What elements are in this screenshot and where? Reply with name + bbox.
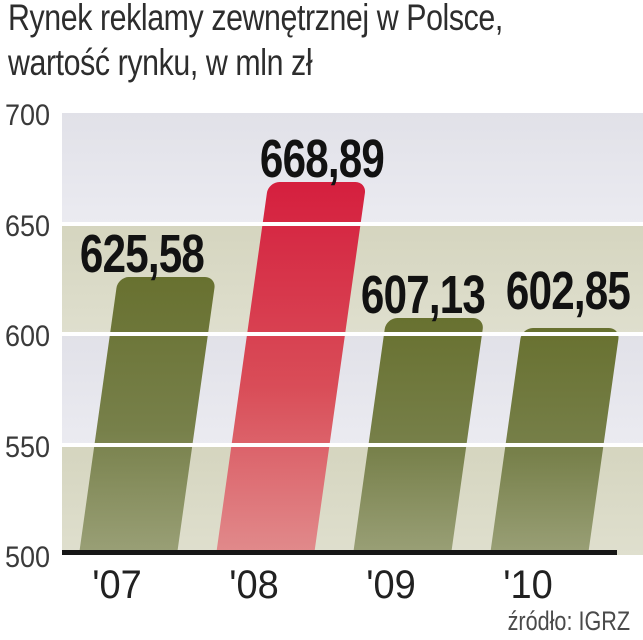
- value-label: 602,85: [505, 260, 631, 321]
- x-axis-label: '07: [92, 563, 142, 607]
- value-label: 625,58: [79, 224, 205, 285]
- chart-title: Rynek reklamy zewnętrznej w Polsce, wart…: [8, 0, 503, 85]
- plot-area: 625,58 668,89 607,13 602,85: [62, 113, 643, 555]
- source-credit: źródło: IGRZ: [507, 606, 630, 636]
- y-axis-label: 700: [5, 99, 51, 132]
- y-axis-label: 600: [5, 320, 51, 353]
- x-axis-label: '09: [366, 563, 416, 607]
- value-label: 668,89: [260, 128, 385, 189]
- y-axis-label: 500: [5, 541, 51, 574]
- x-axis-label: '08: [229, 563, 279, 607]
- chart-title-line1: Rynek reklamy zewnętrznej w Polsce,: [8, 0, 503, 38]
- x-axis-label: '10: [503, 563, 553, 607]
- x-axis-line: [62, 550, 617, 555]
- gridline-550: [62, 442, 643, 447]
- gridline-600: [62, 332, 643, 336]
- value-label: 607,13: [361, 265, 486, 326]
- y-axis-label: 550: [5, 430, 51, 464]
- chart-title-line2: wartość rynku, w mln zł: [8, 42, 313, 83]
- y-axis-label: 650: [5, 209, 51, 243]
- gridline-650: [62, 221, 643, 226]
